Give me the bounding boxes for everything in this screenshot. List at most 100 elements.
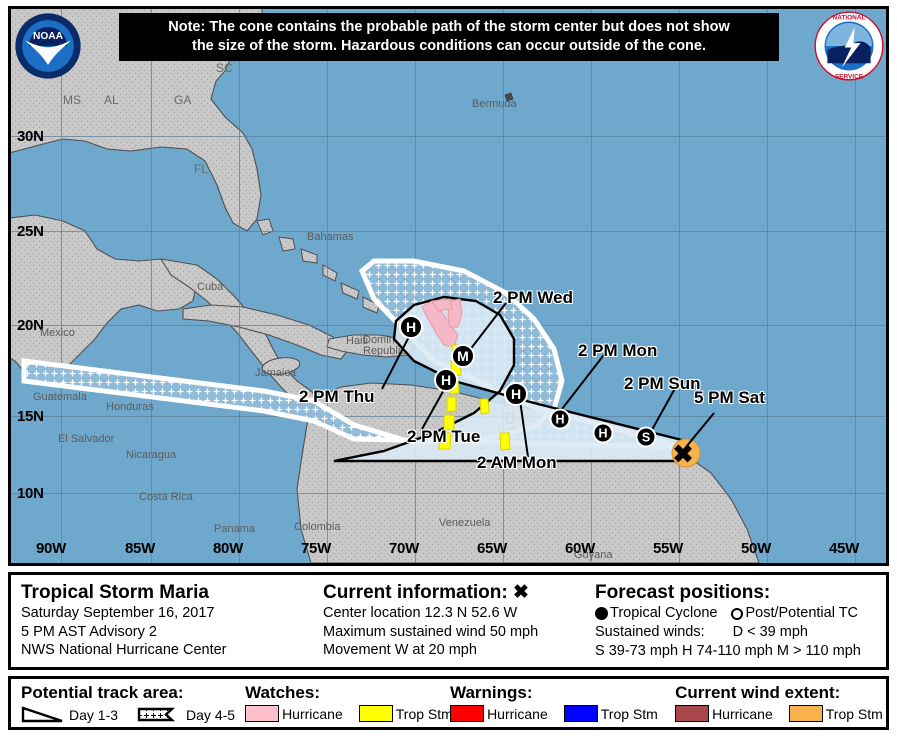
legend-warnings: Warnings: Hurricane Trop Stm bbox=[440, 679, 665, 727]
gridline-70w bbox=[415, 9, 416, 563]
forecast-marker-2pm-wed[interactable]: M bbox=[451, 344, 475, 368]
map-legend-panel: Potential track area: Day 1-3 Da bbox=[8, 676, 889, 730]
svg-text:NOAA: NOAA bbox=[33, 31, 64, 42]
geo-label-mexico: Mexico bbox=[40, 327, 75, 339]
legend-watches-heading: Watches: bbox=[245, 683, 321, 702]
lon-tick-80w: 80W bbox=[213, 540, 243, 557]
gridline-50w bbox=[767, 9, 768, 563]
geo-label-dominican-republic: Dominican Republic bbox=[363, 334, 415, 357]
lon-tick-50w: 50W bbox=[741, 540, 771, 557]
gridline-80w bbox=[239, 9, 240, 563]
current-info-label: Current information: bbox=[323, 582, 508, 603]
legend-wind-trop-stm: Trop Stm bbox=[788, 705, 883, 722]
storm-info-column: Tropical Storm Maria Saturday September … bbox=[11, 575, 313, 667]
lat-tick-25n: 25N bbox=[17, 223, 44, 240]
note-line-2: the size of the storm. Hazardous conditi… bbox=[191, 38, 706, 54]
legend-watch-trop-stm: Trop Stm bbox=[358, 705, 453, 722]
current-movement: Movement W at 20 mph bbox=[323, 642, 477, 658]
land-south-america bbox=[296, 382, 760, 563]
time-label-2pm-mon: 2 PM Mon bbox=[578, 341, 658, 360]
svg-text:NATIONAL: NATIONAL bbox=[833, 14, 866, 21]
legend-watches-items: Hurricane Trop Stm bbox=[245, 705, 453, 722]
gridline-45w bbox=[855, 9, 856, 563]
time-label-2am-mon: 2 AM Mon bbox=[477, 453, 557, 472]
legend-wind-trop-stm-label: Trop Stm bbox=[825, 705, 883, 722]
geo-label-guyana: Guyana bbox=[574, 549, 613, 561]
storm-advisory: 5 PM AST Advisory 2 bbox=[21, 623, 157, 640]
gridline-90w bbox=[61, 9, 62, 563]
swatch-watch-trop-stm bbox=[358, 705, 393, 722]
gridline-30n bbox=[11, 136, 886, 137]
current-info-column: Current information: ✖ Center location 1… bbox=[313, 575, 585, 667]
legend-wind-hurricane: Hurricane bbox=[675, 705, 773, 722]
legend-track-items: Day 1-3 Day 4-5 bbox=[21, 705, 235, 724]
legend-track-heading: Potential track area: bbox=[21, 683, 184, 702]
geo-label-honduras: Honduras bbox=[106, 401, 154, 413]
swatch-watch-hurricane bbox=[245, 705, 280, 722]
post-potential-tc-label: Post/Potential TC bbox=[745, 605, 859, 621]
lat-tick-10n: 10N bbox=[17, 485, 44, 502]
forecast-positions-column: Forecast positions: Tropical Cyclone Pos… bbox=[585, 575, 886, 667]
legend-watch-trop-stm-label: Trop Stm bbox=[395, 705, 453, 722]
geo-label-fl: FL bbox=[194, 162, 209, 176]
gridline-10n bbox=[11, 493, 886, 494]
gridline-55w bbox=[679, 9, 680, 563]
legend-wind-extent-heading: Current wind extent: bbox=[675, 683, 841, 702]
cone-day45-icon bbox=[137, 707, 176, 722]
legend-warnings-items: Hurricane Trop Stm bbox=[450, 705, 665, 722]
cone-day13-icon bbox=[21, 706, 63, 723]
swatch-warning-trop-stm bbox=[563, 705, 598, 722]
current-center-location: Center location 12.3 N 52.6 W bbox=[323, 605, 518, 621]
forecast-map[interactable]: ✖ S H H H H M H 5 PM Sat 2 PM Sun 2 PM M… bbox=[8, 6, 889, 566]
forecast-marker-2am-mon[interactable]: H bbox=[592, 422, 614, 444]
land-bermuda bbox=[504, 92, 514, 102]
geo-label-costa-rica: Costa Rica bbox=[139, 491, 193, 503]
lon-tick-60w: 60W bbox=[565, 540, 595, 557]
nws-logo: NATIONAL SERVICE bbox=[814, 11, 884, 81]
geo-label-colombia: Colombia bbox=[294, 521, 341, 533]
forecast-marker-2pm-mon-a[interactable]: H bbox=[549, 408, 571, 430]
landmass-shapes bbox=[11, 9, 760, 563]
legend-wind-extent: Current wind extent: Hurricane Trop Stm bbox=[665, 679, 895, 727]
lon-tick-70w: 70W bbox=[389, 540, 419, 557]
geo-label-guatemala: Guatemala bbox=[33, 391, 87, 403]
storm-date: Saturday September 16, 2017 bbox=[21, 605, 215, 621]
noaa-logo: NOAA bbox=[15, 13, 81, 79]
geo-label-bermuda: Bermuda bbox=[472, 98, 517, 110]
time-label-5pm-sat: 5 PM Sat bbox=[694, 388, 765, 407]
geo-label-ms: MS bbox=[63, 93, 81, 107]
forecast-positions-heading: Forecast positions: bbox=[595, 582, 771, 603]
svg-text:SERVICE: SERVICE bbox=[835, 73, 864, 80]
sustained-winds-row: Sustained winds: D < 39 mph bbox=[595, 623, 876, 642]
time-label-2pm-tue: 2 PM Tue bbox=[407, 427, 481, 446]
forecast-marker-2pm-mon[interactable]: H bbox=[504, 382, 528, 406]
current-position-marker[interactable]: ✖ bbox=[672, 440, 694, 469]
legend-wind-extent-items: Hurricane Trop Stm bbox=[675, 705, 895, 722]
forecast-marker-2pm-tue[interactable]: H bbox=[434, 368, 458, 392]
lat-tick-30n: 30N bbox=[17, 128, 44, 145]
gridline-65w bbox=[503, 9, 504, 563]
geo-label-panama: Panama bbox=[214, 523, 255, 535]
forecast-marker-2pm-thu[interactable]: H bbox=[399, 315, 423, 339]
legend-potential-track: Potential track area: Day 1-3 Da bbox=[11, 679, 235, 727]
sustained-winds-label: Sustained winds: bbox=[595, 624, 705, 640]
legend-wind-hurricane-label: Hurricane bbox=[712, 705, 773, 722]
time-label-2pm-thu: 2 PM Thu bbox=[299, 387, 375, 406]
time-label-2pm-sun: 2 PM Sun bbox=[624, 374, 701, 393]
lon-tick-45w: 45W bbox=[829, 540, 859, 557]
current-info-heading: Current information: ✖ bbox=[323, 581, 575, 604]
legend-warnings-heading: Warnings: bbox=[450, 683, 533, 702]
current-max-wind: Maximum sustained wind 50 mph bbox=[323, 623, 539, 640]
geo-label-cuba: Cuba bbox=[197, 281, 224, 293]
legend-warning-trop-stm: Trop Stm bbox=[563, 705, 658, 722]
cone-disclaimer-note: Note: The cone contains the probable pat… bbox=[119, 13, 779, 61]
storm-name: Tropical Storm Maria bbox=[21, 582, 209, 603]
lon-tick-90w: 90W bbox=[36, 540, 66, 557]
time-label-2pm-wed: 2 PM Wed bbox=[493, 288, 573, 307]
gridline-85w bbox=[151, 9, 152, 563]
forecast-marker-2pm-sun[interactable]: S bbox=[635, 426, 657, 448]
lon-tick-55w: 55W bbox=[653, 540, 683, 557]
legend-watches: Watches: Hurricane Trop Stm bbox=[235, 679, 453, 727]
legend-day-1-3-label: Day 1-3 bbox=[69, 706, 119, 723]
